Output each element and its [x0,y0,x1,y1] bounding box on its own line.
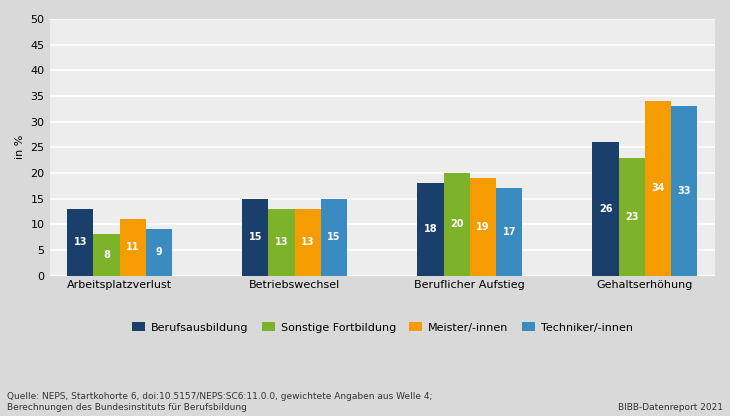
Legend: Berufsausbildung, Sonstige Fortbildung, Meister/-innen, Techniker/-innen: Berufsausbildung, Sonstige Fortbildung, … [132,322,633,332]
Bar [50,224,715,250]
Bar [50,198,715,224]
Text: 17: 17 [502,227,516,237]
Bar [269,209,295,275]
Bar [50,147,715,173]
Bar [418,183,444,275]
Bar [50,96,715,121]
Y-axis label: in %: in % [15,135,25,159]
Bar [619,158,645,275]
Bar [242,198,269,275]
Text: 26: 26 [599,204,612,214]
Text: 13: 13 [274,237,288,247]
Bar [50,173,715,198]
Bar [50,121,715,147]
Bar [120,219,146,275]
Text: 18: 18 [423,224,437,234]
Bar [645,101,671,275]
Bar [593,142,619,275]
Bar [67,209,93,275]
Text: 13: 13 [301,237,315,247]
Bar [321,198,347,275]
Text: 15: 15 [248,232,262,242]
Text: 34: 34 [651,183,665,193]
Text: 20: 20 [450,219,464,229]
Text: 33: 33 [677,186,691,196]
Bar [93,235,120,275]
Bar [50,19,715,45]
Text: 23: 23 [625,211,639,221]
Bar [50,250,715,275]
Bar [671,106,697,275]
Bar [470,178,496,275]
Text: 15: 15 [327,232,341,242]
Bar [146,229,172,275]
Text: 19: 19 [476,222,490,232]
Bar [50,70,715,96]
Text: 8: 8 [103,250,110,260]
Text: 13: 13 [74,237,87,247]
Bar [496,188,523,275]
Text: 11: 11 [126,242,139,252]
Text: 9: 9 [155,248,162,258]
Bar [50,45,715,70]
Bar [295,209,321,275]
Text: BIBB-Datenreport 2021: BIBB-Datenreport 2021 [618,403,723,412]
Bar [444,173,470,275]
Text: Quelle: NEPS, Startkohorte 6, doi:10.5157/NEPS:SC6:11.0.0, gewichtete Angaben au: Quelle: NEPS, Startkohorte 6, doi:10.515… [7,392,433,412]
